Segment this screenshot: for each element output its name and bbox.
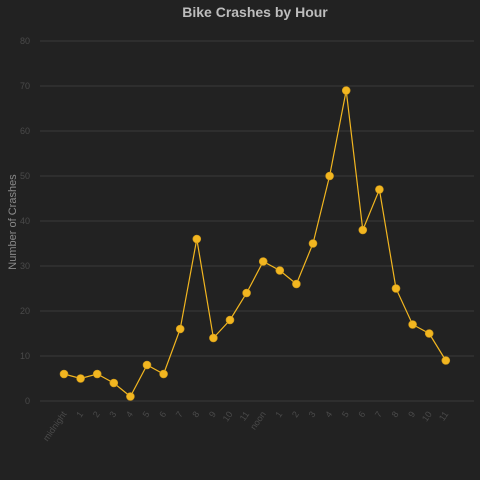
series-crashes [59,86,451,401]
y-tick-40: 40 [20,216,30,226]
y-tick-80: 80 [20,36,30,46]
data-point-4 [126,392,135,401]
x-tick-5: 5 [141,409,152,419]
data-point-19 [375,185,384,194]
data-point-8 [192,234,202,244]
y-axis-label: Number of Crashes [7,174,19,270]
x-tick-12: noon [248,409,268,431]
data-point-18 [358,225,368,235]
data-point-17 [341,86,351,95]
y-tick-60: 60 [20,126,30,136]
x-tick-23: 11 [437,409,451,422]
data-point-16 [325,171,334,181]
x-tick-14: 2 [290,409,301,419]
x-tick-0: midnight [41,409,69,443]
x-tick-18: 6 [356,409,367,419]
x-tick-10: 10 [221,409,235,423]
chart-title: Bike Crashes by Hour [182,4,328,20]
x-tick-2: 2 [91,409,102,419]
y-tick-70: 70 [20,81,30,91]
data-point-14 [292,279,301,289]
data-point-3 [109,378,119,388]
y-tick-20: 20 [20,306,30,316]
x-tick-1: 1 [74,409,85,419]
data-point-10 [225,315,235,325]
y-tick-30: 30 [20,261,30,271]
x-tick-4: 4 [124,409,135,419]
x-tick-8: 8 [190,409,201,419]
x-tick-22: 10 [420,409,434,423]
x-tick-6: 6 [157,409,168,419]
grid-lines [40,40,474,402]
x-tick-15: 3 [307,409,318,419]
y-tick-labels: 0 10 20 30 40 50 60 70 80 [20,36,30,406]
data-point-9 [209,333,218,343]
x-tick-19: 7 [373,409,384,419]
data-point-6 [159,369,168,379]
x-tick-11: 11 [238,409,252,422]
data-point-13 [275,266,285,275]
x-tick-17: 5 [340,409,351,419]
data-point-22 [424,329,434,338]
x-tick-21: 9 [406,409,417,419]
data-point-12 [258,257,268,266]
series-line [63,90,447,398]
data-point-2 [92,369,102,379]
x-tick-7: 7 [174,409,185,419]
x-tick-20: 8 [390,409,401,419]
x-tick-9: 9 [207,409,218,419]
data-point-11 [242,288,251,298]
y-tick-0: 0 [25,396,30,406]
x-tick-3: 3 [107,409,118,419]
x-tick-13: 1 [273,409,284,419]
data-point-5 [142,360,152,370]
data-point-20 [391,284,401,293]
y-tick-50: 50 [20,171,30,181]
data-point-0 [59,369,69,379]
data-point-1 [76,374,85,383]
y-tick-10: 10 [20,351,30,361]
x-tick-16: 4 [323,409,334,419]
data-point-23 [441,356,451,365]
data-point-15 [308,239,318,248]
data-point-21 [408,320,417,329]
data-point-7 [175,324,185,334]
